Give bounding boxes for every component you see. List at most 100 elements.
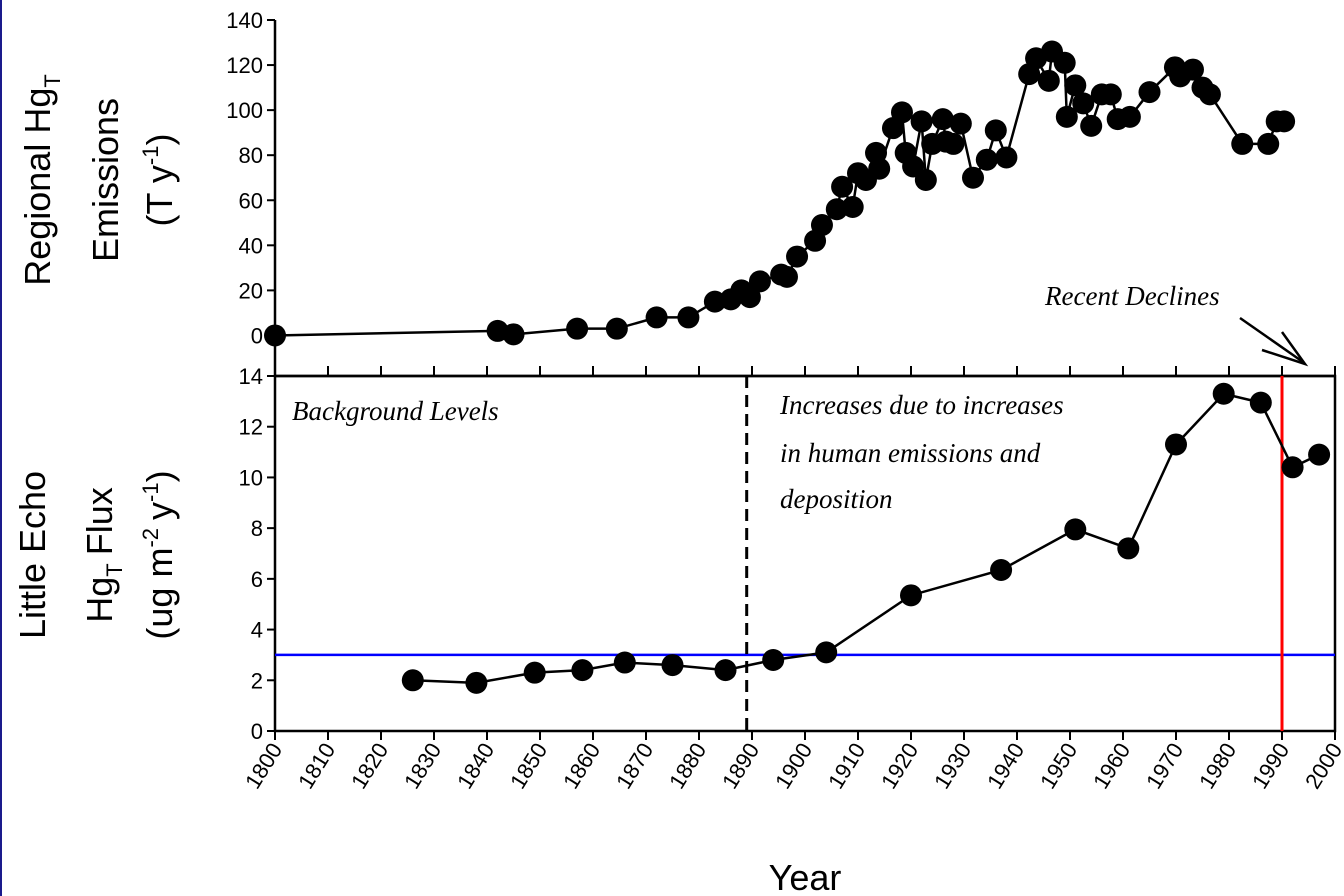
x-tick-label: 1900 [770, 738, 817, 793]
x-tick-label: 1910 [823, 738, 870, 793]
annotation-arrow [1239, 316, 1304, 364]
x-tick-label: 1880 [664, 738, 711, 793]
x-tick-label: 1810 [293, 738, 340, 793]
x-tick-label: 1990 [1247, 738, 1294, 793]
data-point [605, 317, 628, 340]
data-point [841, 196, 864, 219]
data-point [975, 148, 998, 171]
data-point [984, 119, 1007, 142]
x-tick-label: 1800 [240, 738, 287, 793]
y-tick-label: 100 [226, 98, 263, 123]
data-point [949, 112, 972, 135]
label-line: HgT Flux [79, 487, 127, 623]
x-tick-label: 1820 [346, 738, 393, 793]
data-point [645, 306, 668, 329]
x-tick-label: 1950 [1035, 738, 1082, 793]
data-point [465, 671, 488, 694]
label-sup: -1 [138, 482, 163, 502]
data-point [714, 659, 737, 682]
data-point [910, 110, 933, 133]
label-sub: T [40, 74, 65, 87]
data-point [1181, 58, 1204, 81]
x-tick-label: 1980 [1194, 738, 1241, 793]
data-point [815, 641, 838, 664]
label-sub: T [102, 563, 127, 576]
x-tick-label: 1860 [558, 738, 605, 793]
label-part: y [139, 502, 180, 520]
data-point [677, 306, 700, 329]
data-point [962, 166, 985, 189]
data-point [868, 157, 891, 180]
data-point [748, 270, 771, 293]
y-tick-label: 4 [251, 618, 263, 643]
data-point [1072, 92, 1095, 115]
arrow-head [1261, 331, 1309, 367]
data-point [1198, 83, 1221, 106]
label-line: Emissions [85, 98, 126, 262]
data-point [1118, 105, 1141, 128]
data-point [1138, 81, 1161, 104]
data-point [1231, 132, 1254, 155]
x-tick-label: 1830 [399, 738, 446, 793]
data-point [661, 654, 684, 677]
x-tick-label: 1960 [1088, 738, 1135, 793]
data-point [1273, 110, 1296, 133]
data-point [1053, 51, 1076, 74]
y-tick-label: 140 [226, 8, 263, 33]
data-point [1257, 132, 1280, 155]
label-line: Little Echo [12, 471, 53, 639]
label-sup: -1 [138, 146, 163, 166]
data-point [786, 245, 809, 268]
y-tick-label: 14 [239, 364, 263, 389]
label-line: (ug m-2 y-1) [138, 470, 180, 639]
x-axis-label: Year [769, 857, 842, 896]
data-point [571, 659, 594, 682]
x-tick-label: 1840 [452, 738, 499, 793]
data-point [502, 323, 525, 346]
data-point [831, 175, 854, 198]
data-point [995, 146, 1018, 169]
label-part: ) [139, 470, 180, 482]
data-point [775, 265, 798, 288]
y-tick-label: 8 [251, 516, 263, 541]
label-line: (T y-1) [138, 134, 180, 227]
annotation: deposition [780, 484, 893, 514]
data-point [401, 669, 424, 692]
data-point [1064, 518, 1087, 541]
annotation: Background Levels [292, 396, 499, 426]
data-point [1117, 537, 1140, 560]
annotation: Recent Declines [1044, 281, 1220, 311]
data-point [1281, 456, 1304, 479]
annotation: in human emissions and [780, 438, 1041, 468]
label-part: Regional Hg [17, 88, 58, 286]
data-point [1037, 69, 1060, 92]
data-point [762, 649, 785, 671]
label-part: (ug m [139, 548, 180, 640]
label-part: Hg [79, 577, 120, 623]
y-tick-label: 120 [226, 53, 263, 78]
data-point [613, 651, 636, 674]
data-point [1055, 105, 1078, 128]
label-line: Regional HgT [17, 74, 65, 286]
y-tick-label: 12 [239, 415, 263, 440]
x-tick-label: 1930 [929, 738, 976, 793]
x-tick-label: 1850 [505, 738, 552, 793]
label-sup: -2 [138, 528, 163, 548]
plot-frame [273, 374, 1337, 733]
y-tick-label: 2 [251, 668, 263, 693]
data-point [1308, 443, 1331, 466]
y-tick-label: 80 [239, 143, 263, 168]
data-point [1080, 114, 1103, 137]
y-tick-label: 10 [239, 465, 263, 490]
y-axis-label-top: Regional HgT Emissions (T y-1) [17, 74, 180, 286]
data-point [914, 168, 937, 191]
data-point [1212, 382, 1235, 405]
data-point [1064, 74, 1087, 97]
x-tick-label: 1940 [982, 738, 1029, 793]
y-tick-label: 0 [251, 719, 263, 744]
y-tick-label: 6 [251, 567, 263, 592]
data-point [264, 324, 286, 347]
data-point [1249, 391, 1272, 414]
